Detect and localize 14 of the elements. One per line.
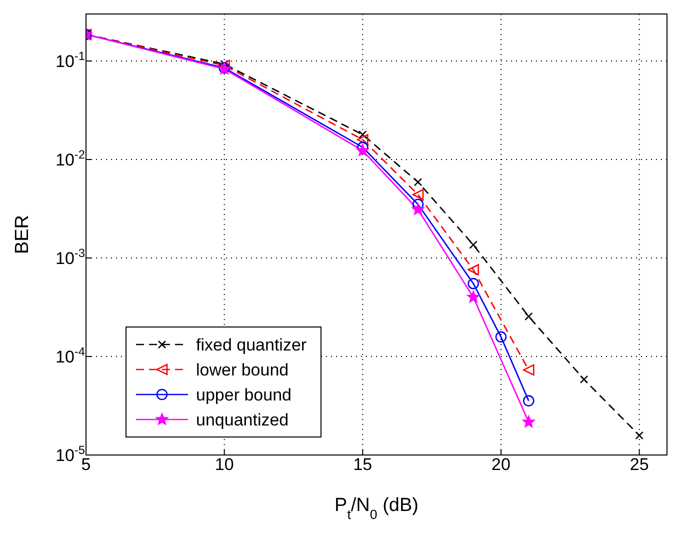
legend-label: unquantized [196,410,289,430]
y-tick-label: 10$^{-1}$ [56,48,86,71]
x-tick-label: 10 [214,455,234,474]
x-tick-label: 20 [492,455,510,474]
x-axis-title: P$_{t}$/N$_{0}$ (dB) [334,495,418,522]
y-tick-label: 10$^{-4}$ [56,344,86,366]
y-tick-label: 10$^{-3}$ [56,246,86,268]
legend-label: upper bound [196,386,292,404]
x-tick-label: 25 [630,455,649,474]
y-axis-title: BER [12,214,33,254]
legend-label: fixed quantizer [196,336,307,354]
y-tick-label: 10$^{-2}$ [56,148,86,170]
x-tick-label: 15 [353,455,372,474]
legend-label: lower bound [196,360,289,380]
